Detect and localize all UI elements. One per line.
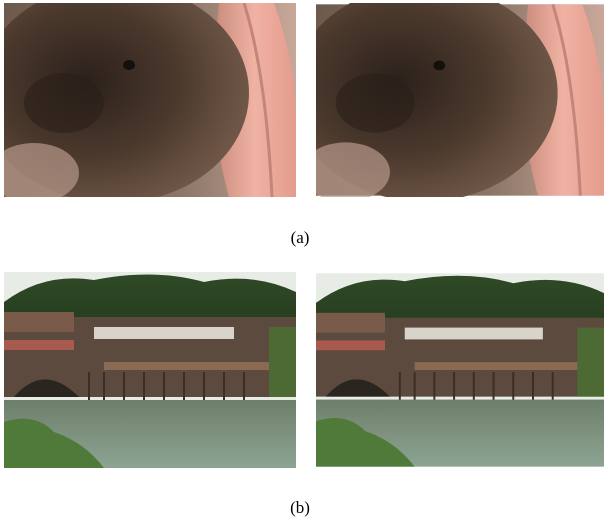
photo-a-left [4, 3, 296, 197]
photo-a-right [316, 3, 604, 197]
photo-b-left [4, 272, 296, 468]
caption: (b) [290, 498, 310, 517]
photo-b-right [316, 272, 604, 468]
caption: (a) [291, 228, 310, 247]
